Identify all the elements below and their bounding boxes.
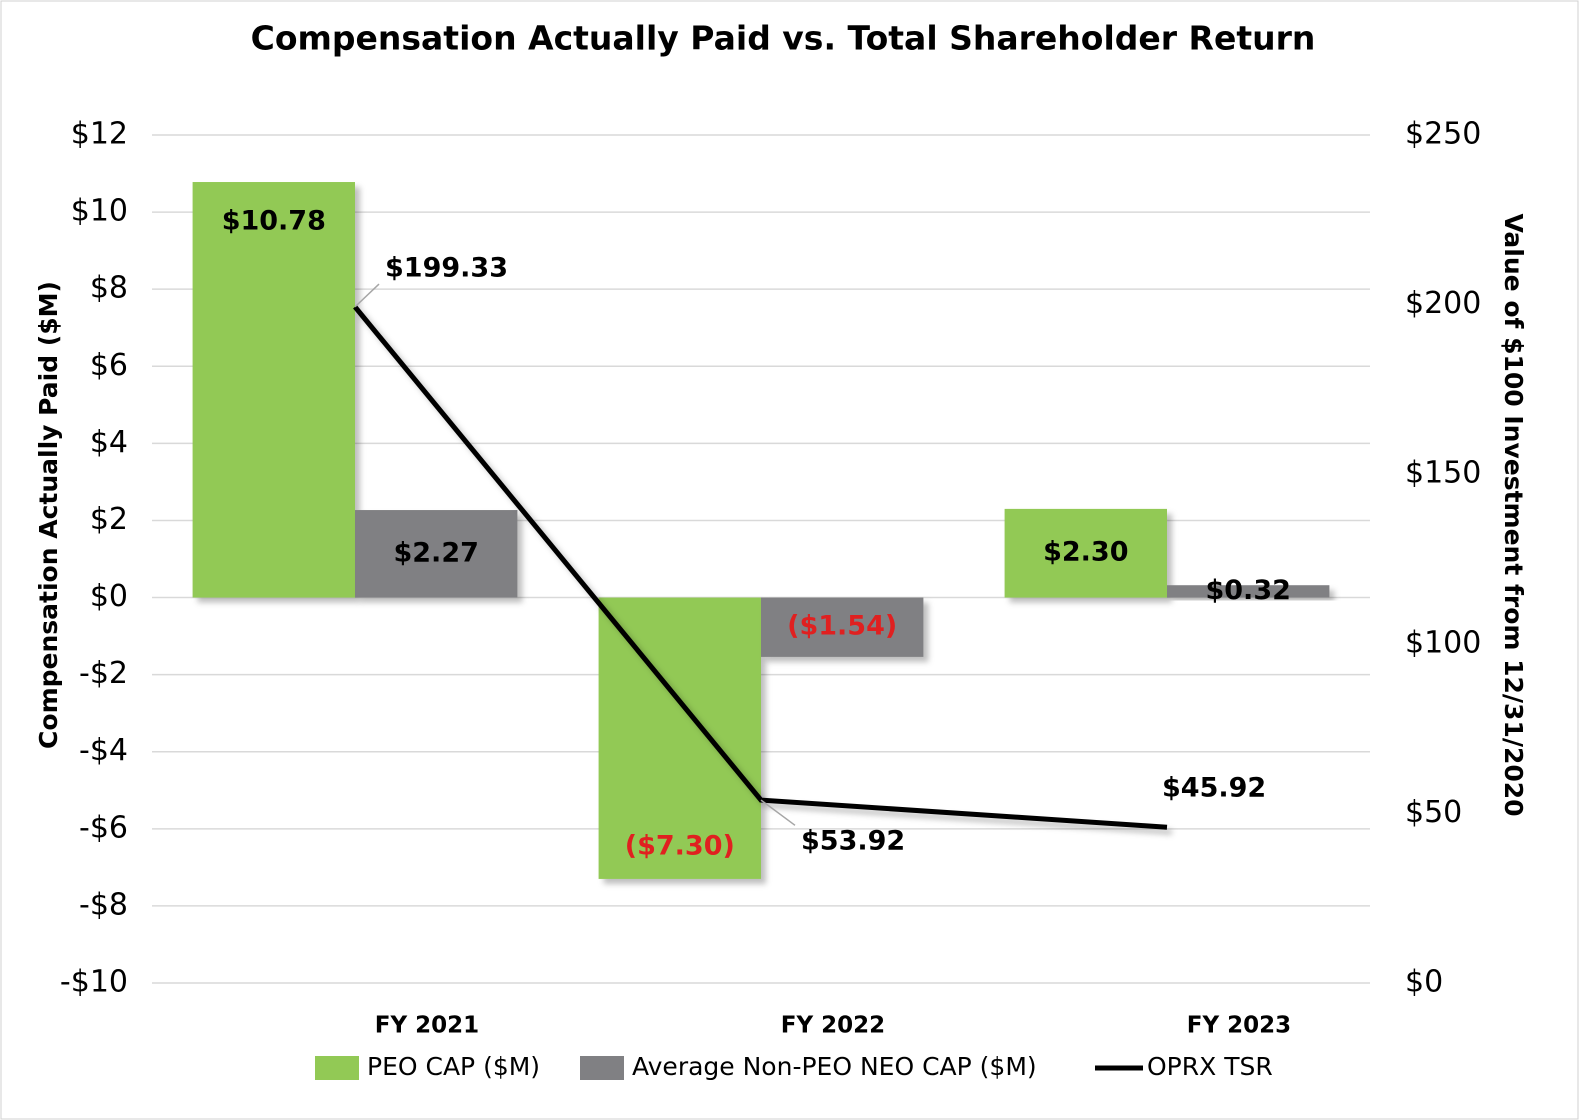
data-label: $2.27 (393, 537, 478, 568)
y2-axis-title: Value of $100 Investment from 12/31/2020 (1499, 213, 1528, 816)
legend-label: Average Non-PEO NEO CAP ($M) (632, 1052, 1037, 1081)
x-tick-label: FY 2023 (1187, 1013, 1291, 1039)
leader-line (354, 283, 380, 308)
line (353, 305, 1168, 830)
y-tick-label: $4 (90, 425, 128, 460)
y2-tick-label: $200 (1405, 286, 1481, 321)
y-tick-label: -$6 (79, 810, 128, 845)
bar (1004, 508, 1167, 598)
bar (598, 597, 761, 879)
y-tick-label: $0 (90, 579, 128, 614)
legend-label: OPRX TSR (1147, 1052, 1273, 1081)
legend-swatch (580, 1056, 624, 1080)
bar (192, 182, 355, 598)
data-label: ($1.54) (787, 611, 897, 642)
leader-line (760, 799, 796, 826)
x-tick-label: FY 2022 (781, 1013, 885, 1039)
data-label: $45.92 (1162, 773, 1266, 804)
legend-swatch (315, 1056, 359, 1080)
data-label: $10.78 (222, 206, 326, 237)
chart-title: Compensation Actually Paid vs. Total Sha… (251, 19, 1316, 58)
legend-label: PEO CAP ($M) (367, 1052, 540, 1081)
y2-tick-label: $50 (1405, 795, 1462, 830)
bar (355, 510, 518, 598)
y-tick-label: -$2 (79, 656, 128, 691)
data-label: $53.92 (801, 826, 905, 857)
data-label: $0.32 (1205, 575, 1290, 606)
y-axis-title: Compensation Actually Paid ($M) (34, 281, 63, 749)
y-tick-label: $8 (90, 271, 128, 306)
y-tick-label: -$4 (79, 733, 128, 768)
y-tick-label: -$10 (60, 965, 128, 1000)
bar (761, 597, 924, 657)
x-tick-label: FY 2021 (375, 1013, 479, 1039)
bar (1167, 585, 1330, 598)
y-tick-label: -$8 (79, 887, 128, 922)
y2-tick-label: $100 (1405, 625, 1481, 660)
data-label: $199.33 (385, 252, 508, 283)
y2-tick-label: $250 (1405, 117, 1481, 152)
y2-tick-label: $150 (1405, 456, 1481, 491)
y2-tick-label: $0 (1405, 965, 1443, 1000)
y-tick-label: $10 (71, 194, 128, 229)
data-label: ($7.30) (625, 830, 735, 861)
y-tick-label: $12 (71, 117, 128, 152)
y-tick-label: $6 (90, 348, 128, 383)
data-label: $2.30 (1043, 537, 1128, 568)
y-tick-label: $2 (90, 502, 128, 537)
